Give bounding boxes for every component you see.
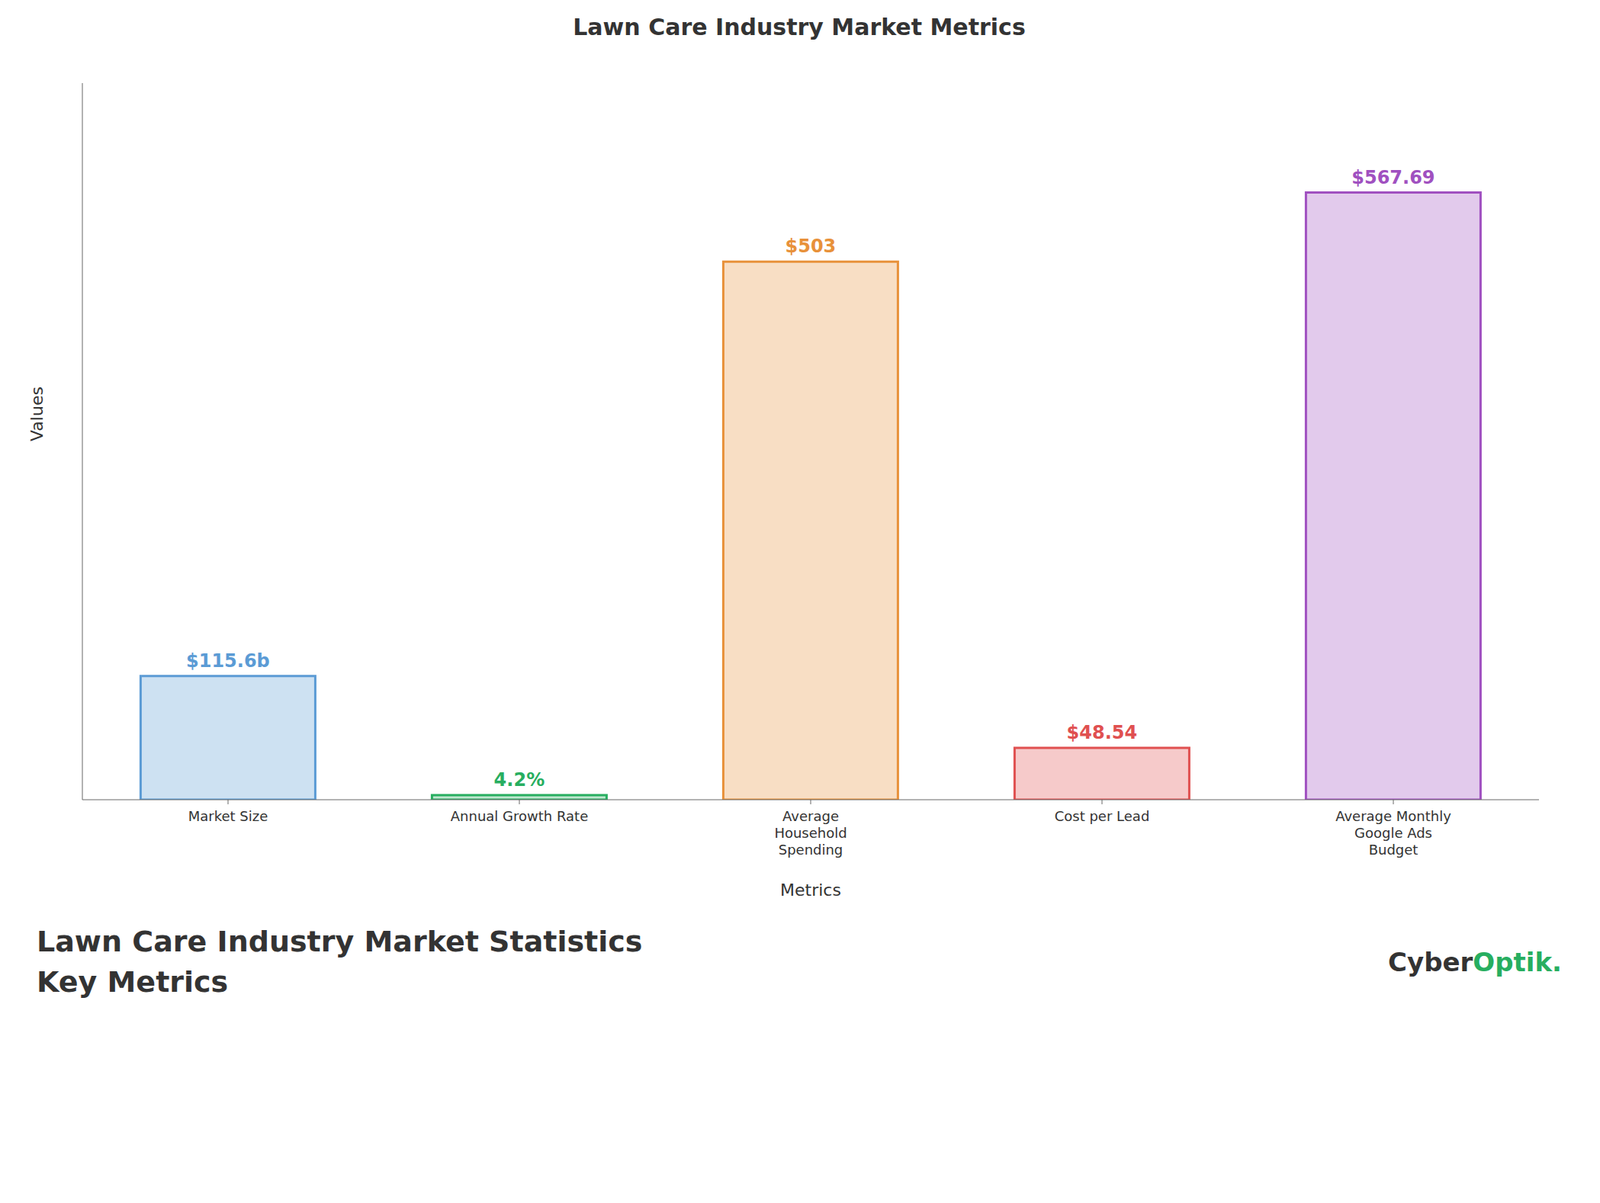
svg-text:4.2%: 4.2%	[494, 769, 546, 791]
svg-text:Values: Values	[27, 386, 47, 442]
svg-text:Cost per Lead: Cost per Lead	[1054, 808, 1151, 825]
html-text:Cyber Optik.: Cyber Optik.	[1387, 947, 1562, 978]
svg-text:Metrics: Metrics	[780, 880, 842, 900]
html-text:Key Metrics: Key Metrics	[36, 965, 229, 1000]
svg-text:Average MonthlyGoogle AdsBudge: Average MonthlyGoogle AdsBudget	[1335, 808, 1452, 858]
html-text:Lawn Care Industry Market Metr: Lawn Care Industry Market Metrics	[572, 13, 1026, 41]
svg-text:$567.69: $567.69	[1351, 167, 1435, 189]
svg-text:$503: $503	[785, 235, 837, 258]
svg-text:Market Size: Market Size	[188, 808, 269, 825]
html-text:Lawn Care Industry Market Stat: Lawn Care Industry Market Statistics	[36, 925, 643, 959]
svg-text:$115.6b: $115.6b	[186, 650, 270, 672]
svg-text:Annual Growth Rate: Annual Growth Rate	[450, 808, 588, 825]
svg-text:AverageHouseholdSpending: AverageHouseholdSpending	[774, 808, 847, 858]
svg-text:$48.54: $48.54	[1066, 722, 1138, 744]
